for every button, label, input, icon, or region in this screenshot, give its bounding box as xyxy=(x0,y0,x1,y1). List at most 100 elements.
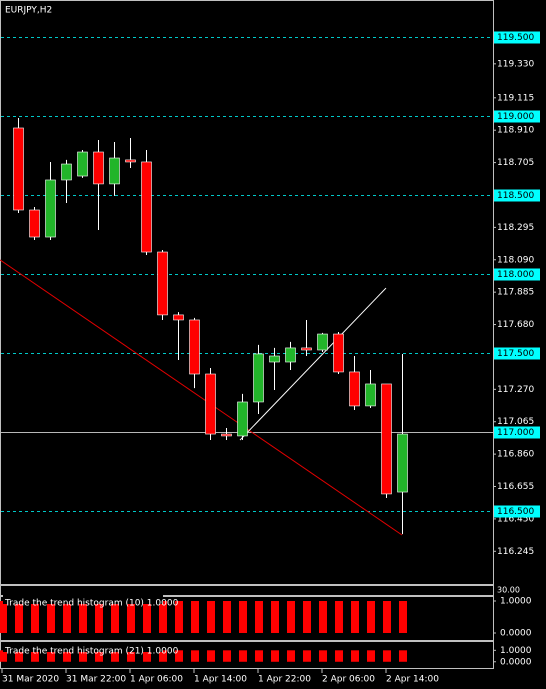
y-tick-label: 119.115 xyxy=(497,93,534,103)
histogram-bar xyxy=(223,650,231,662)
y-tick-label: 116.450 xyxy=(497,514,534,524)
candle-body xyxy=(221,433,232,437)
histogram-bar xyxy=(47,650,55,662)
y-tick-label: 118.295 xyxy=(497,223,534,233)
trendline xyxy=(239,287,387,441)
oscillator-panel-border xyxy=(0,585,494,596)
histogram-bar xyxy=(367,650,375,662)
y-tick-label: 0.0000 xyxy=(500,628,532,638)
candle-body xyxy=(285,347,296,363)
y-tick-label: 117.065 xyxy=(497,417,534,427)
histogram-bar xyxy=(271,650,279,662)
x-tick-label: 31 Mar 2020 xyxy=(2,675,59,685)
x-tick-label: 1 Apr 14:00 xyxy=(194,675,247,685)
level-label-bg xyxy=(494,347,540,360)
candle-body xyxy=(301,347,312,351)
histogram-bar xyxy=(319,600,327,633)
level-label-bg xyxy=(494,426,540,439)
histogram-bar xyxy=(143,600,151,633)
histogram-bar xyxy=(287,600,295,633)
level-label: 119.500 xyxy=(497,33,534,43)
histogram-bar xyxy=(0,600,7,633)
candle-body xyxy=(93,151,104,185)
histogram-bar xyxy=(175,600,183,633)
histogram-bar xyxy=(303,600,311,633)
y-tick-label: 116.860 xyxy=(497,450,534,460)
level-label: 116.500 xyxy=(497,507,534,517)
histogram-bar xyxy=(351,650,359,662)
indicator-title: Trade the trend histogram (21) 1.0000 xyxy=(4,647,179,657)
candle-body xyxy=(189,319,200,375)
y-tick-label: 117.885 xyxy=(497,288,534,298)
candle-body xyxy=(381,383,392,495)
y-tick-label: 1.0000 xyxy=(500,646,532,656)
histogram-bar xyxy=(239,650,247,662)
y-tick-label: 118.705 xyxy=(497,158,534,168)
level-label-bg xyxy=(494,505,540,518)
y-tick-label: 118.910 xyxy=(497,126,534,136)
histogram-bar xyxy=(159,650,167,662)
candle-body xyxy=(333,333,344,373)
candle-body xyxy=(45,179,56,238)
y-tick-label: 117.270 xyxy=(497,385,534,395)
histogram-bar xyxy=(399,600,407,633)
candle-body xyxy=(317,333,328,351)
level-label: 117.000 xyxy=(497,428,534,438)
histogram-bar xyxy=(0,650,7,662)
histogram-bar xyxy=(383,600,391,633)
y-tick-label: 119.330 xyxy=(497,59,534,69)
histogram-bar xyxy=(239,600,247,633)
indicator-title-bg xyxy=(3,642,163,652)
candle-body xyxy=(349,371,360,407)
chart-title: EURJPY,H2 xyxy=(5,6,52,16)
candle-body xyxy=(61,163,72,181)
histogram-bar xyxy=(319,650,327,662)
histogram-bar xyxy=(79,600,87,633)
histogram-bar xyxy=(111,650,119,662)
y-tick-label: 118.090 xyxy=(497,255,534,265)
y-tick-label: 1.0000 xyxy=(500,596,532,606)
histogram-bar xyxy=(159,600,167,633)
trendline xyxy=(0,259,403,536)
histogram-bar xyxy=(31,600,39,633)
level-label: 119.000 xyxy=(497,112,534,122)
candle-body xyxy=(397,433,408,493)
candle-body xyxy=(13,127,24,211)
histogram-bar xyxy=(127,650,135,662)
level-label: 117.500 xyxy=(497,349,534,359)
level-label-bg xyxy=(494,189,540,202)
candle-body xyxy=(365,383,376,407)
histogram-bar xyxy=(223,600,231,633)
x-tick-label: 1 Apr 06:00 xyxy=(130,675,183,685)
candle-body xyxy=(253,353,264,403)
candle-body xyxy=(157,251,168,316)
histogram-bar xyxy=(191,650,199,662)
x-tick-label: 2 Apr 14:00 xyxy=(386,675,439,685)
x-tick-label: 2 Apr 06:00 xyxy=(322,675,375,685)
y-tick-label: 116.245 xyxy=(497,547,534,557)
histogram-bar xyxy=(271,600,279,633)
histogram-bar xyxy=(175,650,183,662)
histogram-bar xyxy=(95,600,103,633)
oscillator-label: 30.00 xyxy=(497,586,520,595)
histogram-bar xyxy=(143,650,151,662)
candle-body xyxy=(109,157,120,185)
level-label-bg xyxy=(494,31,540,44)
histogram-bar xyxy=(15,650,23,662)
candle-body xyxy=(269,355,280,363)
histogram-bar xyxy=(335,600,343,633)
y-tick-label: 0.0000 xyxy=(500,657,532,667)
histogram-bar xyxy=(79,650,87,662)
histogram-bar xyxy=(191,600,199,633)
y-tick-label: 117.680 xyxy=(497,320,534,330)
y-tick-label: 116.655 xyxy=(497,482,534,492)
histogram-bar xyxy=(127,600,135,633)
histogram-bar xyxy=(95,650,103,662)
candle-body xyxy=(77,151,88,177)
histogram-bar xyxy=(207,650,215,662)
histogram-bar xyxy=(335,650,343,662)
histogram-bar xyxy=(351,600,359,633)
histogram-bar xyxy=(255,650,263,662)
